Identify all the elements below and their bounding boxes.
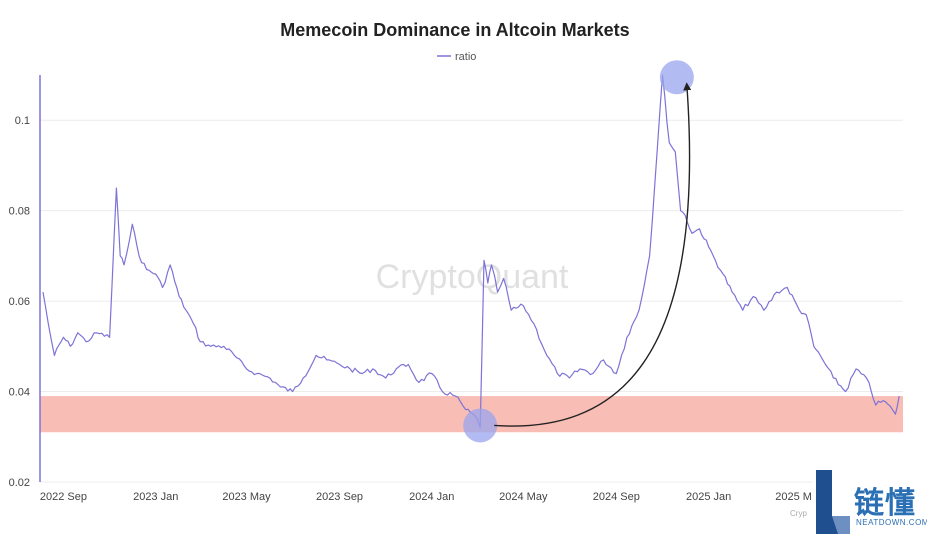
y-tick-label: 0.02 <box>9 477 30 489</box>
legend-label-ratio: ratio <box>455 51 476 63</box>
logo-domain-text: NEATDOWN.COM <box>856 518 927 527</box>
trend-arrow <box>494 82 692 427</box>
x-tick-label: 2023 Jan <box>133 491 178 503</box>
y-tick-label: 0.08 <box>9 206 30 218</box>
watermark: CryptoQuant <box>376 258 569 296</box>
logo-l-mark-icon <box>816 470 850 534</box>
chart-title: Memecoin Dominance in Altcoin Markets <box>280 20 629 40</box>
small-watermark: Cryp <box>790 509 807 518</box>
x-tick-label: 2024 May <box>499 491 548 503</box>
y-tick-label: 0.06 <box>9 296 30 308</box>
logo-chinese-text: 链懂 <box>854 486 916 521</box>
legend[interactable]: ratio <box>437 51 476 63</box>
arrow-layer <box>494 82 692 427</box>
x-tick-label: 2023 Sep <box>316 491 363 503</box>
highlight-marker-1 <box>463 408 498 443</box>
y-tick-label: 0.1 <box>15 115 30 127</box>
series-layer <box>42 74 900 429</box>
neatdown-logo: 链懂 NEATDOWN.COM <box>812 468 927 539</box>
highlight-marker-2 <box>659 60 694 95</box>
x-tick-label: 2024 Jan <box>409 491 454 503</box>
x-tick-labels: 2022 Sep 2023 Jan 2023 May 2023 Sep 2024 Jan… <box>40 491 899 503</box>
x-tick-label: 2024 Sep <box>593 491 640 503</box>
grid <box>40 119 903 483</box>
x-tick-label: 2022 Sep <box>40 491 87 503</box>
x-tick-label: 2025 Jan <box>686 491 731 503</box>
x-tick-label: 2023 May <box>222 491 271 503</box>
x-tick-label: 2025 May <box>775 491 824 503</box>
series-line-ratio <box>42 74 900 429</box>
y-tick-label: 0.04 <box>9 387 30 399</box>
y-tick-labels: 0.02 0.04 0.06 0.08 0.1 <box>9 115 30 489</box>
